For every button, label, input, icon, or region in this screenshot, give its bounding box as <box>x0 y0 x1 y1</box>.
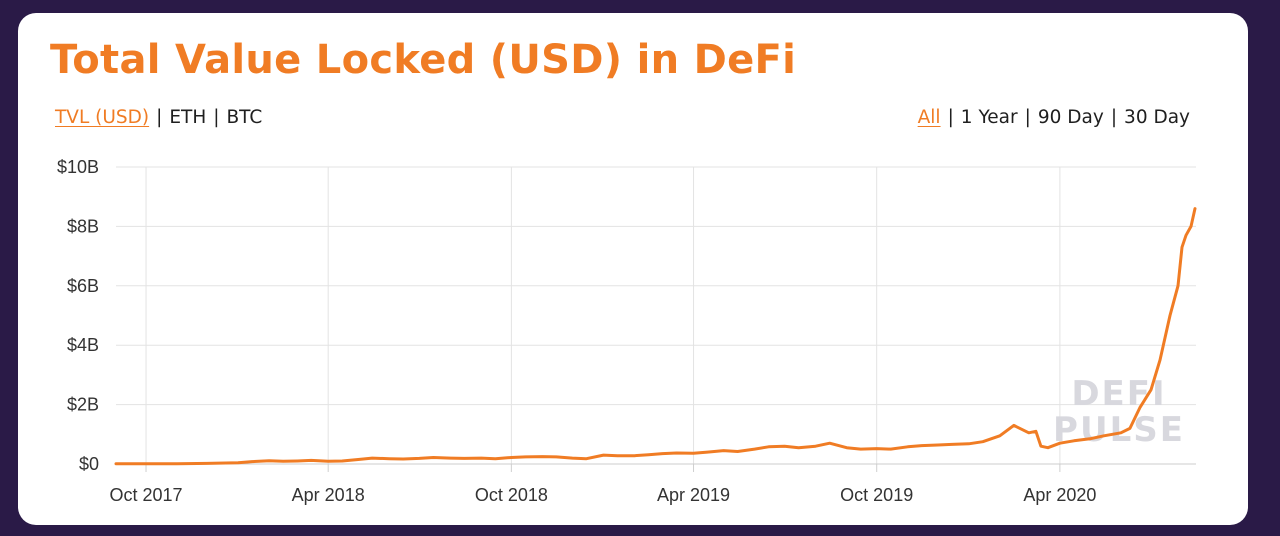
page-title: Total Value Locked (USD) in DeFi <box>50 37 797 83</box>
y-axis-labels: $0 $2B $4B $6B $8B $10B <box>57 157 99 474</box>
tab-range-90-day[interactable]: 90 Day <box>1037 107 1104 128</box>
tab-tvl-usd[interactable]: TVL (USD) <box>55 107 150 128</box>
watermark-line-2: PULSE <box>1053 410 1185 450</box>
tab-separator: | <box>947 107 954 128</box>
y-tick-label: $0 <box>79 454 99 474</box>
tab-separator: | <box>156 107 163 128</box>
chart-card: Total Value Locked (USD) in DeFi TVL (US… <box>18 13 1248 525</box>
y-tick-label: $8B <box>67 216 99 236</box>
tab-btc[interactable]: BTC <box>226 107 263 128</box>
x-tick-label: Apr 2018 <box>292 485 365 505</box>
tab-range-30-day[interactable]: 30 Day <box>1124 107 1190 128</box>
series-line-tvl <box>114 207 1197 466</box>
metric-tabs: TVL (USD) | ETH | BTC <box>55 107 262 128</box>
watermark-line-1: DEFI <box>1071 374 1166 414</box>
x-tick-label: Apr 2020 <box>1023 485 1096 505</box>
chart-grid <box>116 166 1196 472</box>
tab-range-all[interactable]: All <box>917 107 941 128</box>
y-tick-label: $10B <box>57 157 99 177</box>
y-tick-label: $6B <box>67 276 99 296</box>
tab-separator: | <box>213 107 220 128</box>
tab-range-1-year[interactable]: 1 Year <box>960 107 1018 128</box>
tab-separator: | <box>1024 107 1031 128</box>
y-tick-label: $4B <box>67 335 99 355</box>
x-tick-label: Oct 2017 <box>110 485 183 505</box>
y-tick-label: $2B <box>67 395 99 415</box>
range-tabs: All | 1 Year | 90 Day | 30 Day <box>918 107 1190 128</box>
tvl-line-chart: DEFI PULSE $0 $2B $4B $6B $8B $10B Oct 2017 Ap… <box>57 157 1197 505</box>
x-axis-labels: Oct 2017 Apr 2018 Oct 2018 Apr 2019 Oct 2019… <box>110 485 1097 505</box>
tab-separator: | <box>1110 107 1118 128</box>
x-tick-label: Oct 2019 <box>840 485 913 505</box>
tab-eth[interactable]: ETH <box>169 107 207 128</box>
x-tick-label: Oct 2018 <box>475 485 548 505</box>
x-tick-label: Apr 2019 <box>657 485 730 505</box>
defi-pulse-watermark: DEFI PULSE <box>1053 374 1185 450</box>
